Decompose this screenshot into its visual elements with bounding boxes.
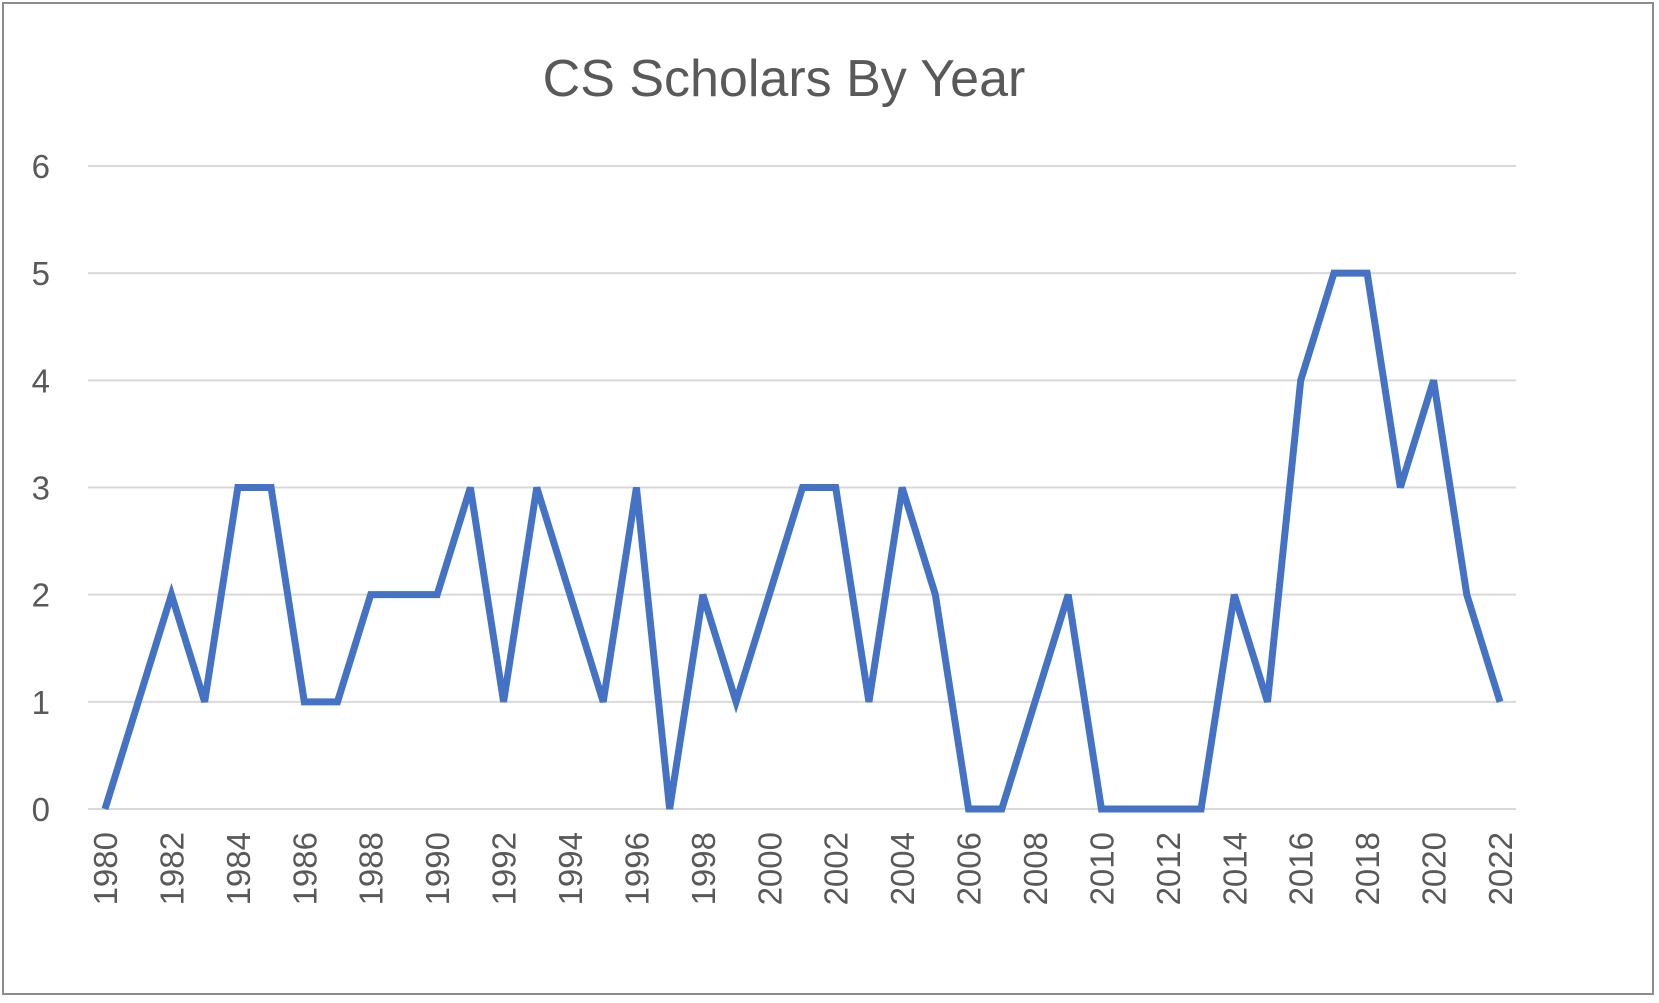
y-tick-label: 6 xyxy=(32,148,50,185)
data-point-2013 xyxy=(1198,806,1204,812)
data-point-2000 xyxy=(766,592,772,598)
x-tick-label: 2010 xyxy=(1083,832,1120,905)
x-axis-tick-labels: 1980 1982 1984 1986 1988 1990 1992 1994 1996 1998… xyxy=(87,832,1519,905)
x-tick-label: 1984 xyxy=(220,832,257,905)
data-point-1991 xyxy=(467,485,473,491)
data-point-2001 xyxy=(800,485,806,491)
plot-series xyxy=(101,269,1504,813)
x-tick-label: 2012 xyxy=(1150,832,1187,905)
data-point-1990 xyxy=(434,592,440,598)
x-tick-label: 2020 xyxy=(1416,832,1453,905)
data-point-1983 xyxy=(202,699,208,705)
data-point-2021 xyxy=(1464,592,1470,598)
data-point-2010 xyxy=(1098,806,1104,812)
x-tick-label: 2008 xyxy=(1017,832,1054,905)
data-point-2003 xyxy=(866,699,872,705)
data-point-2006 xyxy=(966,806,972,812)
x-tick-label: 1988 xyxy=(353,832,390,905)
x-tick-label: 1980 xyxy=(87,832,124,905)
series-line-0 xyxy=(101,269,1504,813)
data-point-2019 xyxy=(1397,485,1403,491)
data-point-2004 xyxy=(899,485,905,491)
y-tick-label: 5 xyxy=(32,255,50,292)
data-point-1985 xyxy=(268,485,274,491)
x-tick-label: 2016 xyxy=(1283,832,1320,905)
y-tick-label: 0 xyxy=(32,791,50,828)
data-point-1987 xyxy=(335,699,341,705)
x-tick-label: 2014 xyxy=(1216,832,1253,905)
data-point-1995 xyxy=(600,699,606,705)
chart-title: CS Scholars By Year xyxy=(543,50,1026,108)
y-tick-label: 4 xyxy=(32,362,50,399)
data-point-1992 xyxy=(501,699,507,705)
data-point-1998 xyxy=(700,592,706,598)
data-point-2005 xyxy=(932,592,938,598)
data-point-2009 xyxy=(1065,592,1071,598)
data-point-2012 xyxy=(1165,806,1171,812)
x-tick-label: 2000 xyxy=(751,832,788,905)
data-point-2015 xyxy=(1265,699,1271,705)
x-tick-label: 2006 xyxy=(951,832,988,905)
data-point-1986 xyxy=(301,699,307,705)
data-point-2002 xyxy=(833,485,839,491)
x-tick-label: 2002 xyxy=(818,832,855,905)
data-point-1993 xyxy=(534,485,540,491)
x-tick-label: 2022 xyxy=(1482,832,1519,905)
y-tick-label: 3 xyxy=(32,470,50,507)
y-tick-label: 2 xyxy=(32,577,50,614)
x-tick-label: 1990 xyxy=(419,832,456,905)
y-axis-tick-labels: 0 1 2 3 4 5 6 xyxy=(32,148,50,828)
x-tick-label: 1982 xyxy=(153,832,190,905)
data-point-1997 xyxy=(667,806,673,812)
data-point-2017 xyxy=(1331,270,1337,276)
x-tick-label: 2018 xyxy=(1349,832,1386,905)
data-point-1994 xyxy=(567,592,573,598)
data-point-2014 xyxy=(1231,592,1237,598)
data-point-2016 xyxy=(1298,377,1304,383)
data-point-2011 xyxy=(1132,806,1138,812)
data-point-2008 xyxy=(1032,699,1038,705)
data-point-1981 xyxy=(135,699,141,705)
data-point-1996 xyxy=(633,485,639,491)
x-tick-label: 1996 xyxy=(618,832,655,905)
data-point-2020 xyxy=(1431,377,1437,383)
x-tick-label: 1998 xyxy=(685,832,722,905)
data-point-1988 xyxy=(368,592,374,598)
data-point-2007 xyxy=(999,806,1005,812)
data-point-1999 xyxy=(733,699,739,705)
y-tick-label: 1 xyxy=(32,684,50,721)
x-tick-label: 1994 xyxy=(552,832,589,905)
data-point-1984 xyxy=(235,485,241,491)
data-point-1989 xyxy=(401,592,407,598)
line-chart: CS Scholars By Year 0 1 2 3 4 5 6 1980 1982 1984… xyxy=(32,50,1519,905)
x-tick-label: 1992 xyxy=(486,832,523,905)
data-point-2018 xyxy=(1364,270,1370,276)
data-point-2022 xyxy=(1497,699,1503,705)
data-point-1980 xyxy=(102,806,108,812)
x-tick-label: 2004 xyxy=(884,832,921,905)
data-point-1982 xyxy=(168,592,174,598)
x-tick-label: 1986 xyxy=(286,832,323,905)
